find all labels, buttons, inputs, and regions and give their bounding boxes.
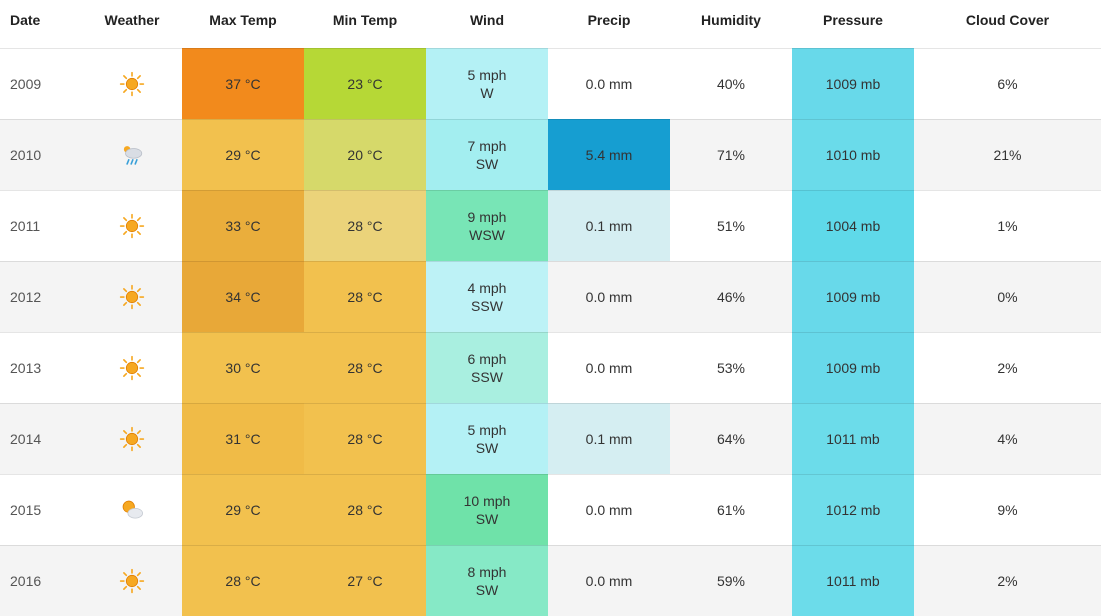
cell-mintemp: 23 °C [304,48,426,119]
cell-maxtemp: 29 °C [182,119,304,190]
cell-mintemp: 28 °C [304,190,426,261]
col-pressure: Pressure [792,0,914,48]
col-maxtemp: Max Temp [182,0,304,48]
cell-maxtemp: 29 °C [182,474,304,545]
cell-mintemp: 28 °C [304,332,426,403]
cell-mintemp: 20 °C [304,119,426,190]
cell-precip: 0.0 mm [548,48,670,119]
cell-maxtemp: 30 °C [182,332,304,403]
cell-weather [82,261,182,332]
sun-icon [82,546,182,616]
sun-icon [82,191,182,261]
cell-date: 2016 [0,545,82,616]
cell-wind: 7 mphSW [426,119,548,190]
cell-pressure: 1009 mb [792,261,914,332]
col-weather: Weather [82,0,182,48]
cell-cloud: 0% [914,261,1101,332]
cell-weather [82,119,182,190]
table-row: 2014 31 °C28 °C5 mphSW0.1 mm64%1011 mb4% [0,403,1101,474]
table-row: 2011 33 °C28 °C9 mphWSW0.1 mm51%1004 mb1% [0,190,1101,261]
table-row: 2016 28 °C27 °C8 mphSW0.0 mm59%1011 mb2% [0,545,1101,616]
cell-weather [82,190,182,261]
cell-pressure: 1010 mb [792,119,914,190]
table-header-row: DateWeatherMax TempMin TempWindPrecipHum… [0,0,1101,48]
cell-pressure: 1009 mb [792,332,914,403]
table-row: 2015 29 °C28 °C10 mphSW0.0 mm61%1012 mb9% [0,474,1101,545]
cell-date: 2013 [0,332,82,403]
table-row: 2012 34 °C28 °C4 mphSSW0.0 mm46%1009 mb0% [0,261,1101,332]
cell-wind: 6 mphSSW [426,332,548,403]
sun-icon [82,49,182,119]
cell-wind: 5 mphSW [426,403,548,474]
cell-precip: 0.0 mm [548,261,670,332]
col-precip: Precip [548,0,670,48]
cell-date: 2009 [0,48,82,119]
cell-humidity: 40% [670,48,792,119]
cell-humidity: 64% [670,403,792,474]
cell-cloud: 1% [914,190,1101,261]
cell-pressure: 1004 mb [792,190,914,261]
cell-wind: 10 mphSW [426,474,548,545]
cell-weather [82,545,182,616]
col-date: Date [0,0,82,48]
sun-cloud-icon [82,475,182,545]
sun-icon [82,404,182,474]
cell-wind: 5 mphW [426,48,548,119]
weather-history-table: DateWeatherMax TempMin TempWindPrecipHum… [0,0,1101,616]
table-row: 2009 37 °C23 °C5 mphW0.0 mm40%1009 mb6% [0,48,1101,119]
col-cloud: Cloud Cover [914,0,1101,48]
col-mintemp: Min Temp [304,0,426,48]
cell-humidity: 53% [670,332,792,403]
cell-cloud: 6% [914,48,1101,119]
sun-icon [82,262,182,332]
cell-cloud: 2% [914,545,1101,616]
cell-maxtemp: 28 °C [182,545,304,616]
cell-mintemp: 28 °C [304,403,426,474]
cell-mintemp: 28 °C [304,261,426,332]
cell-precip: 0.0 mm [548,332,670,403]
cell-date: 2015 [0,474,82,545]
cell-cloud: 9% [914,474,1101,545]
cell-mintemp: 28 °C [304,474,426,545]
cell-precip: 0.0 mm [548,545,670,616]
cell-date: 2011 [0,190,82,261]
cell-weather [82,48,182,119]
cell-cloud: 2% [914,332,1101,403]
cell-pressure: 1011 mb [792,403,914,474]
cell-humidity: 71% [670,119,792,190]
cell-precip: 0.0 mm [548,474,670,545]
cell-cloud: 21% [914,119,1101,190]
col-humidity: Humidity [670,0,792,48]
cell-maxtemp: 37 °C [182,48,304,119]
cell-maxtemp: 33 °C [182,190,304,261]
cell-pressure: 1011 mb [792,545,914,616]
cell-humidity: 46% [670,261,792,332]
cell-mintemp: 27 °C [304,545,426,616]
cell-wind: 4 mphSSW [426,261,548,332]
cell-humidity: 51% [670,190,792,261]
cell-humidity: 59% [670,545,792,616]
sun-icon [82,333,182,403]
table-row: 2010 29 °C20 °C7 mphSW5.4 mm71%1010 mb21% [0,119,1101,190]
cell-date: 2012 [0,261,82,332]
cell-pressure: 1012 mb [792,474,914,545]
table-row: 2013 30 °C28 °C6 mphSSW0.0 mm53%1009 mb2% [0,332,1101,403]
cell-weather [82,474,182,545]
cell-wind: 8 mphSW [426,545,548,616]
cell-date: 2014 [0,403,82,474]
cell-precip: 5.4 mm [548,119,670,190]
cell-date: 2010 [0,119,82,190]
cell-precip: 0.1 mm [548,190,670,261]
cell-maxtemp: 34 °C [182,261,304,332]
cell-precip: 0.1 mm [548,403,670,474]
rain-icon [82,120,182,190]
cell-wind: 9 mphWSW [426,190,548,261]
cell-cloud: 4% [914,403,1101,474]
col-wind: Wind [426,0,548,48]
cell-humidity: 61% [670,474,792,545]
cell-maxtemp: 31 °C [182,403,304,474]
cell-weather [82,403,182,474]
cell-weather [82,332,182,403]
cell-pressure: 1009 mb [792,48,914,119]
